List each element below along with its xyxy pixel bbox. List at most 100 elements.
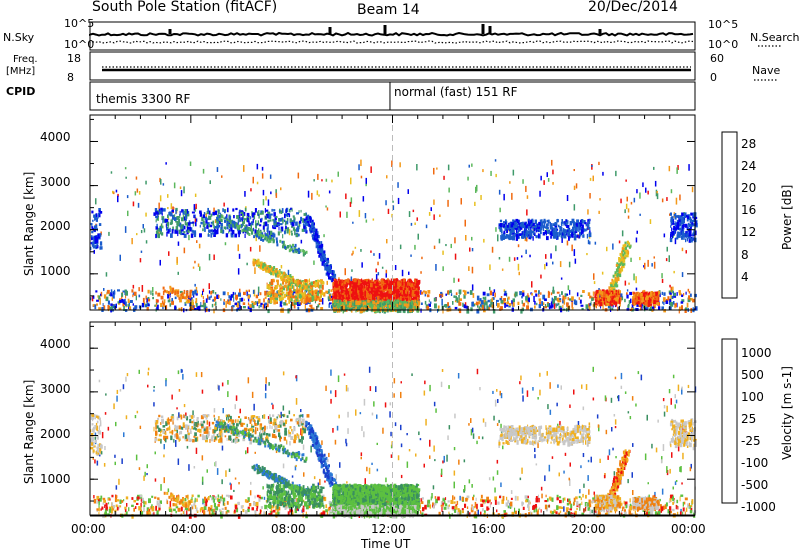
power-cell bbox=[145, 295, 147, 300]
power-cell bbox=[274, 293, 277, 298]
power-cell bbox=[161, 210, 163, 215]
power-cell bbox=[283, 271, 286, 275]
power-cell bbox=[240, 225, 243, 229]
power-cell bbox=[430, 301, 432, 304]
power-cell bbox=[195, 203, 197, 210]
power-cell bbox=[630, 257, 632, 263]
power-cell bbox=[307, 217, 310, 221]
power-cell bbox=[310, 289, 313, 295]
power-cell bbox=[340, 279, 342, 284]
power-cell bbox=[252, 304, 255, 309]
power-cell bbox=[322, 255, 325, 259]
power-cell bbox=[517, 244, 520, 248]
power-cell bbox=[265, 216, 267, 219]
power-cell bbox=[358, 280, 361, 284]
power-cell bbox=[119, 254, 121, 261]
power-cell bbox=[357, 289, 359, 293]
power-cell bbox=[175, 209, 177, 215]
power-cell bbox=[256, 262, 259, 266]
power-cell bbox=[467, 176, 469, 181]
power-cell bbox=[380, 295, 382, 299]
power-cell bbox=[91, 210, 94, 214]
power-cell bbox=[230, 233, 234, 238]
power-cell bbox=[212, 290, 215, 294]
power-cell bbox=[421, 256, 423, 260]
power-cell bbox=[178, 223, 181, 227]
power-cell bbox=[384, 292, 388, 297]
power-cell bbox=[125, 290, 128, 296]
power-cell bbox=[562, 298, 564, 304]
power-cell bbox=[265, 233, 268, 237]
power-cell bbox=[324, 256, 327, 260]
power-cell bbox=[296, 212, 299, 215]
power-cell bbox=[351, 282, 354, 287]
power-cell bbox=[251, 302, 255, 307]
power-cell bbox=[382, 290, 384, 293]
power-cell bbox=[334, 283, 336, 287]
power-cell bbox=[492, 309, 496, 314]
power-cell bbox=[185, 229, 188, 233]
power-cell bbox=[381, 266, 384, 269]
power-cell bbox=[297, 172, 300, 179]
power-cell bbox=[633, 273, 635, 281]
power-cell bbox=[246, 262, 248, 266]
power-cell bbox=[252, 212, 256, 216]
power-cell bbox=[256, 230, 259, 233]
power-cell bbox=[654, 180, 657, 187]
power-cell bbox=[179, 214, 181, 219]
power-cell bbox=[535, 293, 538, 297]
power-cell bbox=[589, 193, 591, 199]
power-cell bbox=[546, 172, 548, 178]
power-cell bbox=[307, 292, 310, 298]
power-cell bbox=[189, 302, 191, 307]
power-cell bbox=[337, 171, 339, 177]
power-cell bbox=[346, 282, 349, 286]
power-cell bbox=[453, 277, 455, 283]
power-cell bbox=[406, 284, 408, 288]
power-cell bbox=[442, 266, 444, 272]
power-cell bbox=[626, 294, 629, 299]
power-cell bbox=[241, 210, 243, 213]
power-cell bbox=[312, 307, 315, 310]
power-cell bbox=[254, 233, 257, 237]
power-cell bbox=[409, 289, 412, 295]
power-cell bbox=[669, 292, 672, 295]
power-cell bbox=[387, 306, 389, 311]
power-cell bbox=[647, 190, 649, 195]
power-cell bbox=[336, 284, 339, 288]
power-cell bbox=[309, 227, 312, 231]
power-cell bbox=[266, 238, 269, 242]
power-cell bbox=[145, 212, 147, 217]
power-cell bbox=[414, 284, 418, 288]
power-cell bbox=[185, 209, 189, 214]
power-cell bbox=[214, 219, 217, 224]
power-cell bbox=[187, 222, 191, 226]
power-cell bbox=[503, 193, 505, 201]
power-cell bbox=[295, 289, 297, 295]
power-cell bbox=[236, 215, 239, 219]
power-cell bbox=[95, 290, 98, 293]
power-cell bbox=[636, 189, 638, 194]
power-cell bbox=[475, 301, 478, 306]
power-cell bbox=[635, 237, 638, 243]
power-cell bbox=[318, 245, 321, 249]
power-cell bbox=[177, 232, 179, 237]
power-cell bbox=[315, 245, 318, 249]
power-cell bbox=[464, 290, 467, 296]
power-cell bbox=[571, 307, 574, 310]
power-cell bbox=[239, 218, 242, 222]
power-cell bbox=[227, 219, 230, 223]
power-cell bbox=[264, 237, 266, 241]
power-cell bbox=[407, 296, 410, 301]
power-cell bbox=[167, 194, 169, 198]
power-cell bbox=[626, 289, 629, 292]
power-cell bbox=[260, 302, 263, 305]
power-cell bbox=[208, 229, 211, 233]
power-cell bbox=[99, 241, 103, 246]
power-cell bbox=[685, 250, 687, 254]
power-cell bbox=[260, 238, 263, 241]
power-cell bbox=[313, 179, 315, 182]
power-cell bbox=[260, 266, 263, 270]
power-cell bbox=[207, 207, 209, 212]
power-cell bbox=[193, 214, 196, 219]
